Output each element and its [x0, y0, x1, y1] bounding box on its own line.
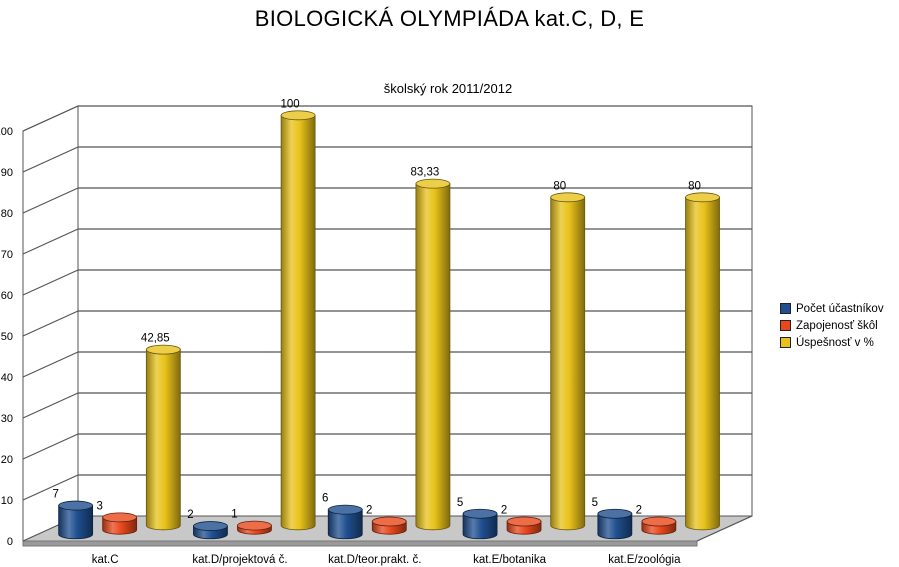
data-label: 2 [501, 505, 507, 517]
bar-top [145, 344, 181, 355]
y-tick-label: 0 [7, 536, 13, 548]
bar-body [550, 196, 586, 531]
data-label: 2 [636, 505, 642, 517]
gridline-side [22, 433, 79, 460]
chart-floor-edge [22, 540, 698, 547]
data-label: 3 [96, 500, 102, 512]
legend-swatch-success [780, 337, 791, 348]
y-tick-label: 30 [1, 413, 13, 425]
bar-top [641, 516, 677, 527]
legend-label-participants: Počet účastníkov [796, 302, 884, 315]
x-tick-label: kat.E/zoológia [608, 554, 681, 566]
x-tick-label: kat.C [92, 554, 119, 566]
bar-top [415, 178, 451, 189]
bar-body [597, 513, 633, 540]
y-tick-label: 40 [1, 372, 13, 384]
x-tick-label: kat.D/teor.prakt. č. [328, 554, 421, 566]
legend-label-schools: Zapojenosť škôl [796, 319, 878, 332]
legend-item-success: Úspešnosť v % [780, 334, 884, 351]
bar-body [145, 349, 181, 531]
y-tick-label: 10 [1, 495, 13, 507]
data-label: 2 [187, 509, 193, 521]
gridline-side [22, 269, 79, 296]
y-tick-label: 20 [1, 454, 13, 466]
data-label: 1 [231, 509, 237, 521]
legend-swatch-participants [780, 303, 791, 314]
data-label: 5 [457, 497, 463, 509]
gridline-side [22, 474, 79, 501]
data-label: 6 [322, 493, 328, 505]
y-tick-label: 80 [1, 208, 13, 220]
bar-body [58, 505, 94, 540]
y-tick-label: 100 [0, 126, 13, 138]
chart-title: BIOLOGICKÁ OLYMPIÁDA kat.C, D, E [254, 6, 645, 31]
bar-body [462, 513, 498, 540]
data-label: 83,33 [411, 167, 440, 179]
bar-top [597, 508, 633, 519]
y-tick-label: 50 [1, 331, 13, 343]
bar-top [550, 192, 586, 203]
gridline-side [22, 228, 79, 255]
x-tick-label: kat.E/botanika [473, 554, 546, 566]
gridline-side [22, 187, 79, 214]
floor-right-edge [696, 515, 753, 542]
gridline-side [22, 146, 79, 173]
data-label: 100 [281, 98, 300, 110]
gridline-side [22, 351, 79, 378]
bar-top [58, 500, 94, 511]
legend-label-success: Úspešnosť v % [796, 336, 874, 349]
legend-item-schools: Zapojenosť škôl [780, 317, 884, 334]
bar-top [506, 516, 542, 527]
gridline-side [22, 105, 79, 132]
bar-top [102, 512, 138, 523]
legend-item-participants: Počet účastníkov [780, 300, 884, 317]
data-label: 2 [366, 505, 372, 517]
bar-body [280, 114, 316, 531]
bar-top [237, 520, 272, 531]
bar-top [327, 504, 363, 515]
bar-body [327, 509, 363, 540]
y-tick-label: 90 [1, 167, 13, 179]
bar-top [685, 192, 720, 203]
data-label: 80 [553, 180, 566, 192]
x-tick-label: kat.D/projektová č. [192, 554, 287, 566]
data-label: 42,85 [141, 333, 170, 345]
bar-top [462, 508, 498, 519]
bar-top [193, 521, 228, 531]
data-label: 5 [592, 497, 598, 509]
data-label: 7 [52, 489, 58, 501]
gridline-side [22, 310, 79, 337]
legend-swatch-schools [780, 320, 791, 331]
bar-top [280, 110, 316, 121]
y-tick-label: 70 [1, 249, 13, 261]
y-tick-label: 60 [1, 290, 13, 302]
legend: Počet účastníkov Zapojenosť škôl Úspešno… [780, 300, 884, 351]
bar-body [685, 196, 720, 531]
gridline-side [22, 392, 79, 419]
bar-top [371, 516, 407, 527]
bar-body [415, 183, 451, 531]
data-label: 80 [688, 180, 701, 192]
chart-subtitle: školský rok 2011/2012 [384, 81, 512, 96]
